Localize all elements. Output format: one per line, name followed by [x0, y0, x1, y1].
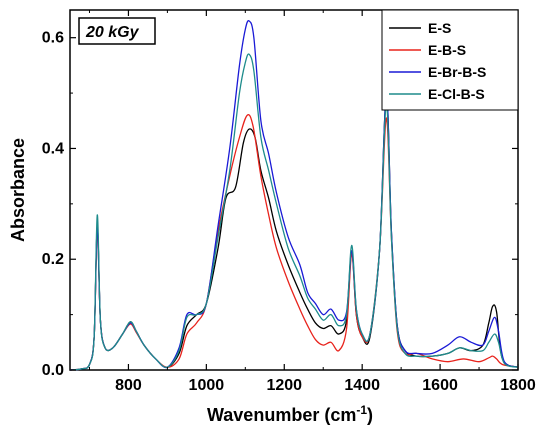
- legend-label: E-S: [428, 20, 451, 36]
- series-layer: [69, 20, 519, 371]
- x-tick-label: 1600: [422, 377, 458, 394]
- x-tick-label: 1800: [500, 377, 536, 394]
- x-tick-label: 800: [115, 377, 142, 394]
- x-tick-label: 1000: [189, 377, 225, 394]
- y-axis-title: Absorbance: [8, 138, 28, 242]
- x-axis-title-close: ): [367, 405, 373, 425]
- annotation-label: 20 kGy: [85, 24, 140, 41]
- x-tick-label: 1400: [344, 377, 380, 394]
- ticks-layer: 800 1000 1200 1400 1600 1800 0.0 0.2 0.4 0.6: [42, 10, 536, 394]
- y-tick-label: 0.4: [42, 140, 64, 157]
- x-axis-title-superscript: -1: [356, 403, 367, 417]
- legend-label: E-B-S: [428, 42, 466, 58]
- annotation-box: 20 kGy: [78, 17, 156, 45]
- legend-label: E-Cl-B-S: [428, 86, 485, 102]
- legend-label: E-Br-B-S: [428, 64, 486, 80]
- series-line-e-cl-b-s: [69, 53, 519, 371]
- series-line-e-br-b-s: [69, 20, 519, 371]
- y-tick-label: 0.6: [42, 30, 64, 47]
- legend: E-S E-B-S E-Br-B-S E-Cl-B-S: [381, 9, 519, 111]
- x-tick-label: 1200: [266, 377, 302, 394]
- x-axis-title: Wavenumber (cm-1): [207, 403, 373, 425]
- y-tick-label: 0.2: [42, 251, 64, 268]
- y-tick-label: 0.0: [42, 362, 64, 379]
